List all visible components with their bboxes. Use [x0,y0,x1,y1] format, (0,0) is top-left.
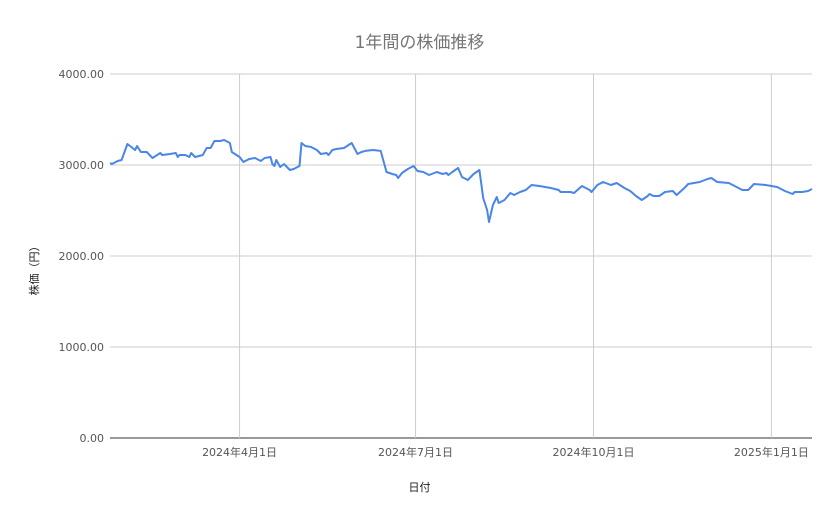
y-tick-label: 4000.00 [59,68,105,81]
x-tick-label: 2024年4月1日 [202,445,277,459]
x-axis-label: 日付 [408,481,431,494]
x-tick-label: 2024年10月1日 [552,445,634,459]
y-tick-label: 3000.00 [59,159,105,172]
y-tick-label: 2000.00 [59,250,105,263]
y-tick-label: 1000.00 [59,341,105,354]
x-tick-label: 2025年1月1日 [734,445,809,459]
y-tick-label: 0.00 [80,432,105,445]
x-tick-label: 2024年7月1日 [378,445,453,459]
series-line [109,139,813,223]
chart-title: 1年間の株価推移 [354,33,485,53]
